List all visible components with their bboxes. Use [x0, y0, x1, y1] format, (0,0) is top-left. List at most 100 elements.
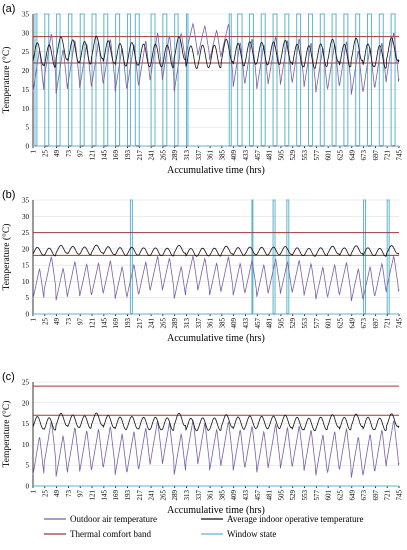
- x-tick-label: 721: [384, 490, 392, 501]
- y-tick-label: 0: [26, 143, 30, 151]
- x-tick-label: 457: [254, 150, 262, 161]
- x-tick-label: 697: [372, 490, 380, 501]
- y-tick-label: 15: [22, 86, 30, 94]
- x-tick-label: 385: [218, 490, 226, 501]
- x-tick-label: 601: [325, 490, 333, 501]
- legend-entry: Average indoor operative temperature: [227, 514, 364, 524]
- x-axis-label: Accumulative time (hrs): [167, 333, 265, 344]
- legend: Outdoor air temperature Average indoor op…: [44, 514, 364, 539]
- x-tick-label: 241: [148, 150, 156, 161]
- y-tick-label: 5: [26, 294, 30, 302]
- x-tick-label: 1: [30, 490, 38, 494]
- x-tick-label: 217: [136, 318, 144, 329]
- series-window-state: [33, 199, 399, 315]
- y-tick-label: 25: [22, 229, 30, 237]
- x-tick-label: 121: [89, 150, 97, 161]
- y-tick-label: 30: [22, 29, 30, 37]
- x-tick-label: 361: [207, 150, 215, 161]
- x-tick-label: 337: [195, 490, 203, 501]
- series-window-state: [33, 13, 399, 147]
- x-tick-label: 601: [325, 150, 333, 161]
- x-tick-label: 577: [313, 490, 321, 501]
- x-tick-label: 265: [159, 150, 167, 161]
- y-tick-label: 20: [22, 399, 30, 407]
- series-average-indoor-operative-temperature: [32, 244, 400, 257]
- y-tick-label: 20: [22, 245, 30, 253]
- x-tick-label: 145: [100, 150, 108, 161]
- x-tick-label: 481: [266, 150, 274, 161]
- x-tick-label: 145: [100, 318, 108, 329]
- y-tick-label: 5: [26, 124, 30, 132]
- x-tick-label: 529: [289, 318, 297, 329]
- panel-label: (c): [2, 371, 15, 383]
- x-tick-label: 745: [396, 490, 404, 501]
- x-tick-label: 265: [159, 490, 167, 501]
- x-tick-label: 505: [277, 318, 285, 329]
- x-tick-label: 1: [30, 150, 38, 154]
- x-tick-label: 625: [336, 490, 344, 501]
- x-tick-label: 601: [325, 318, 333, 329]
- x-tick-label: 433: [242, 149, 250, 160]
- series-outdoor-air-temperature: [32, 419, 400, 478]
- x-tick-label: 649: [348, 318, 356, 329]
- x-tick-label: 49: [53, 150, 61, 158]
- legend-entry: Window state: [227, 529, 276, 539]
- series-average-indoor-operative-temperature: [32, 35, 400, 70]
- y-tick-label: 20: [22, 67, 30, 75]
- y-tick-label: 25: [22, 379, 30, 387]
- x-tick-label: 337: [195, 150, 203, 161]
- x-tick-label: 1: [30, 318, 38, 322]
- x-tick-label: 457: [254, 490, 262, 501]
- x-tick-label: 385: [218, 318, 226, 329]
- x-tick-label: 409: [230, 150, 238, 161]
- x-tick-label: 697: [372, 318, 380, 329]
- x-tick-label: 73: [65, 318, 73, 326]
- x-tick-label: 97: [77, 490, 85, 498]
- y-tick-label: 15: [22, 262, 30, 270]
- x-tick-label: 169: [112, 490, 120, 501]
- y-tick-label: 0: [26, 311, 30, 319]
- x-tick-label: 649: [348, 490, 356, 501]
- series-outdoor-air-temperature: [32, 254, 400, 302]
- x-tick-label: 193: [124, 318, 132, 329]
- x-tick-label: 721: [384, 150, 392, 161]
- legend-entry: Thermal comfort band: [70, 529, 151, 539]
- x-tick-label: 409: [230, 490, 238, 501]
- x-tick-label: 337: [195, 318, 203, 329]
- series-average-indoor-operative-temperature: [32, 412, 400, 432]
- x-tick-label: 361: [207, 318, 215, 329]
- x-tick-label: 745: [396, 150, 404, 161]
- x-tick-label: 25: [41, 150, 49, 158]
- x-tick-label: 25: [41, 490, 49, 498]
- x-tick-label: 409: [230, 318, 238, 329]
- x-tick-label: 385: [218, 150, 226, 161]
- x-tick-label: 553: [301, 490, 309, 501]
- y-axis-label: Temperature (°C): [1, 224, 12, 291]
- x-tick-label: 289: [171, 318, 179, 329]
- x-tick-label: 457: [254, 318, 262, 329]
- x-axis-label: Accumulative time (hrs): [167, 165, 265, 176]
- x-tick-label: 649: [348, 150, 356, 161]
- y-tick-label: 10: [22, 441, 30, 449]
- legend-entry: Outdoor air temperature: [70, 514, 157, 524]
- y-tick-label: 35: [22, 11, 30, 19]
- y-tick-label: 15: [22, 420, 30, 428]
- y-tick-label: 35: [22, 197, 30, 205]
- y-tick-label: 5: [26, 462, 30, 470]
- x-tick-label: 241: [148, 490, 156, 501]
- x-tick-label: 481: [266, 318, 274, 329]
- x-tick-label: 169: [112, 150, 120, 161]
- x-tick-label: 577: [313, 150, 321, 161]
- x-tick-label: 121: [89, 490, 97, 501]
- x-tick-label: 313: [183, 318, 191, 329]
- x-tick-label: 505: [277, 490, 285, 501]
- x-tick-label: 553: [301, 318, 309, 329]
- x-tick-label: 673: [360, 318, 368, 329]
- x-tick-label: 97: [77, 318, 85, 326]
- x-tick-label: 265: [159, 318, 167, 329]
- x-tick-label: 169: [112, 318, 120, 329]
- x-tick-label: 577: [313, 318, 321, 329]
